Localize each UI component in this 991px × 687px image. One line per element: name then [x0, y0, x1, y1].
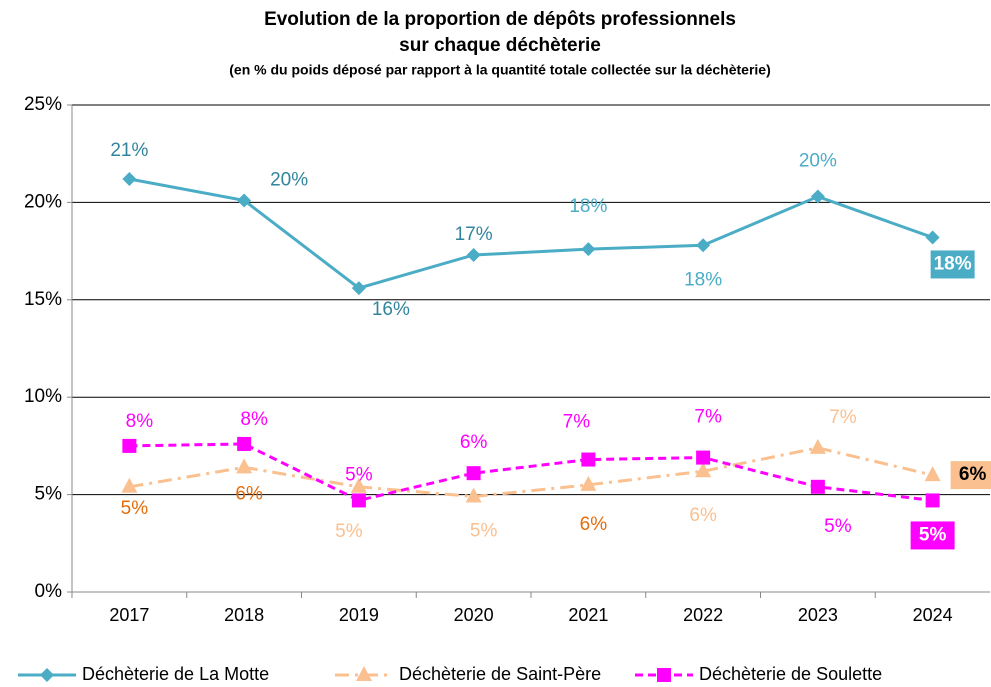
x-tick-label: 2020: [454, 605, 494, 625]
x-tick-label: 2021: [568, 605, 608, 625]
y-tick-label: 25%: [24, 94, 62, 115]
y-tick-label: 15%: [24, 289, 62, 310]
data-label: 21%: [110, 140, 148, 161]
data-label: 8%: [126, 411, 154, 432]
marker: [40, 668, 54, 682]
data-label: 5%: [335, 521, 363, 542]
data-label: 16%: [372, 299, 410, 320]
marker: [580, 475, 597, 491]
y-tick-label: 5%: [35, 484, 63, 505]
marker: [466, 247, 481, 262]
marker: [581, 452, 596, 467]
y-tick-label: 0%: [35, 581, 63, 602]
data-label: 5%: [470, 521, 498, 542]
y-tick-label: 10%: [24, 386, 62, 407]
marker: [356, 666, 372, 681]
marker: [350, 477, 367, 493]
marker: [810, 479, 825, 494]
chart-subtitle: (en % du poids déposé par rapport à la q…: [229, 62, 770, 78]
marker: [657, 668, 671, 682]
chart-title: Evolution de la proportion de dépôts pro…: [264, 9, 736, 30]
data-label: 7%: [563, 412, 591, 433]
series-line: [129, 446, 933, 499]
data-label: 6%: [460, 432, 488, 453]
marker: [925, 230, 940, 245]
marker: [695, 462, 712, 478]
data-label: 7%: [694, 407, 722, 428]
data-label: 5%: [121, 498, 149, 519]
x-tick-label: 2024: [913, 605, 953, 625]
marker: [465, 487, 482, 503]
x-tick-label: 2019: [339, 605, 379, 625]
data-label: 18%: [934, 253, 972, 274]
x-tick-label: 2018: [224, 605, 264, 625]
data-label: 18%: [569, 196, 607, 217]
label-box: [950, 461, 991, 490]
chart-title: sur chaque déchèterie: [399, 35, 601, 56]
x-tick-label: 2017: [109, 605, 149, 625]
y-tick-label: 20%: [24, 191, 62, 212]
data-label: 18%: [684, 269, 722, 290]
data-label: 6%: [689, 505, 717, 526]
data-label: 20%: [270, 169, 308, 190]
marker: [237, 193, 252, 208]
legend-label: Déchèterie de La Motte: [82, 664, 269, 684]
label-box: [930, 250, 975, 279]
data-label: 20%: [799, 151, 837, 172]
marker: [122, 172, 137, 187]
marker: [810, 189, 825, 204]
data-label: 8%: [240, 409, 268, 430]
series-line: [129, 177, 934, 290]
marker: [237, 436, 252, 451]
data-label: 6%: [235, 483, 263, 504]
label-box: [910, 521, 955, 550]
marker: [809, 438, 826, 454]
legend-label: Déchèterie de Soulette: [699, 664, 882, 684]
marker: [351, 281, 366, 296]
data-label: 5%: [919, 524, 947, 545]
marker: [925, 493, 940, 508]
marker: [121, 477, 138, 493]
marker: [351, 493, 366, 508]
legend-label: Déchèterie de Saint-Père: [399, 664, 601, 684]
x-tick-label: 2022: [683, 605, 723, 625]
x-tick-label: 2023: [798, 605, 838, 625]
marker: [122, 438, 137, 453]
data-label: 17%: [455, 224, 493, 245]
marker: [581, 242, 596, 257]
data-label: 5%: [824, 516, 852, 537]
marker: [236, 458, 253, 474]
series-line: [129, 442, 933, 503]
marker: [696, 450, 711, 465]
data-label: 6%: [580, 514, 608, 535]
data-label: 7%: [829, 407, 857, 428]
data-label: 6%: [959, 464, 987, 485]
marker: [696, 238, 711, 253]
data-label: 5%: [345, 464, 373, 485]
marker: [466, 466, 481, 481]
marker: [924, 466, 941, 482]
